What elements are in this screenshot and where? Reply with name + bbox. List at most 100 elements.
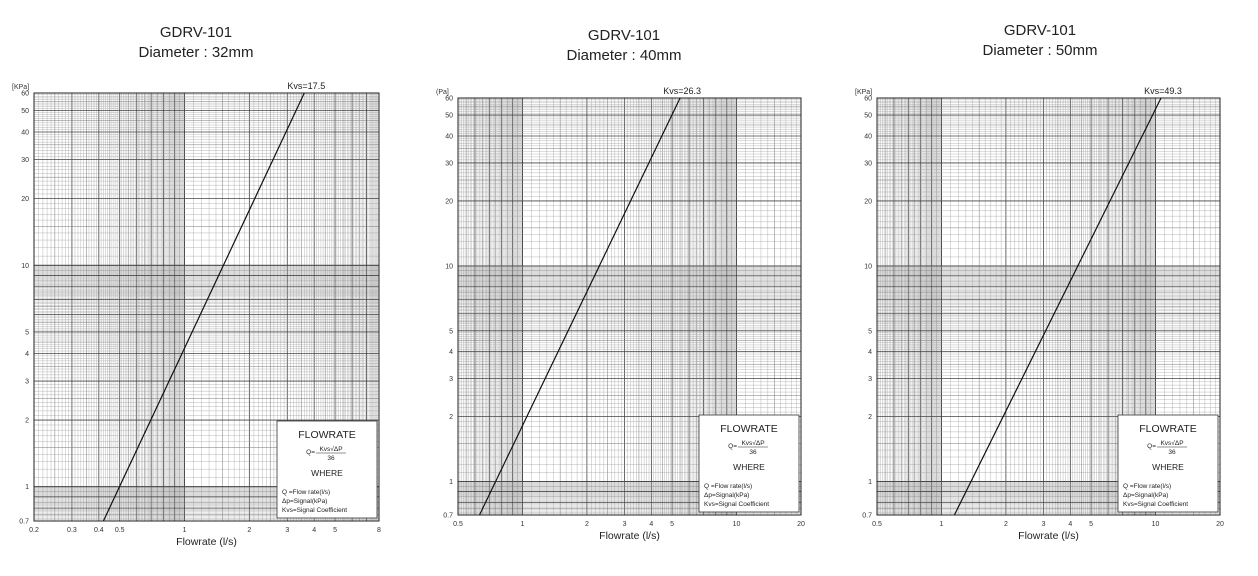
x-tick-label: 1: [520, 521, 524, 528]
y-tick-label: 4: [25, 351, 29, 358]
x-tick-label: 2: [585, 521, 589, 528]
legend-definition: Δp=Signal(kPa): [1123, 492, 1168, 499]
legend-formula-numerator: Kvs√ΔP: [1160, 439, 1183, 447]
y-tick-label: 20: [864, 198, 872, 205]
y-tick-label: 60: [445, 96, 453, 103]
y-tick-label: 1: [25, 484, 29, 491]
series-label: Kvs=49.3: [1144, 86, 1182, 96]
legend-frame: [276, 420, 378, 519]
x-axis-label: Flowrate (l/s): [599, 530, 660, 542]
legend-definition: Kvs=Signal Coefficient: [1123, 501, 1188, 508]
y-tick-label: 10: [864, 263, 872, 270]
y-tick-label: 2: [868, 414, 872, 421]
legend-definition: Q =Flow rate(l/s): [704, 483, 752, 490]
y-tick-label: 0.7: [19, 519, 29, 526]
y-tick-label: 50: [445, 113, 453, 120]
x-tick-label: 20: [1216, 521, 1224, 528]
y-tick-label: 60: [864, 96, 872, 103]
legend-frame: [698, 414, 800, 513]
y-tick-label: 0.7: [443, 513, 453, 520]
legend-title: FLOWRATE: [298, 429, 356, 441]
y-tick-label: 3: [449, 376, 453, 383]
legend-title: FLOWRATE: [1139, 423, 1197, 435]
y-tick-label: 3: [25, 379, 29, 386]
legend-definition: Q =Flow rate(l/s): [282, 489, 330, 496]
series-label: Kvs=26.3: [663, 86, 701, 96]
legend-definition: Kvs=Signal Coefficient: [282, 507, 347, 514]
legend-where: WHERE: [733, 462, 765, 472]
x-tick-label: 5: [333, 527, 337, 534]
y-unit-label: (Pa]: [436, 89, 449, 96]
x-tick-label: 5: [670, 521, 674, 528]
y-tick-label: 10: [445, 263, 453, 270]
legend-box: FLOWRATE Q= Kvs√ΔP 36 WHERE Q =Flow rate(l/s)…: [698, 414, 800, 513]
legend-definition: Q =Flow rate(l/s): [1123, 483, 1171, 490]
series-line: [953, 97, 1162, 516]
x-tick-label: 20: [797, 521, 805, 528]
y-tick-label: 60: [21, 91, 29, 98]
x-tick-label: 0.5: [115, 527, 125, 534]
y-tick-label: 40: [21, 129, 29, 136]
y-tick-label: 5: [25, 329, 29, 336]
x-tick-label: 3: [1042, 521, 1046, 528]
chart-title: GDRV-101: [160, 24, 232, 41]
legend-formula-denominator: 36: [1168, 449, 1176, 456]
y-tick-label: 40: [445, 133, 453, 140]
legend-where: WHERE: [1152, 462, 1184, 472]
y-tick-label: 50: [864, 113, 872, 120]
y-tick-label: 20: [445, 198, 453, 205]
legend-formula-numerator: Kvs√ΔP: [319, 445, 342, 453]
chart-subtitle: Diameter : 50mm: [982, 42, 1097, 59]
y-tick-label: 40: [864, 133, 872, 140]
x-tick-label: 0.2: [29, 527, 39, 534]
legend-formula-denominator: 36: [749, 449, 757, 456]
y-unit-label: [KPa]: [855, 89, 872, 96]
legend-formula-q: Q=: [306, 449, 315, 456]
chart-title: GDRV-101: [588, 27, 660, 44]
y-tick-label: 30: [21, 157, 29, 164]
plot-frame: [33, 92, 380, 522]
legend-definition: Δp=Signal(kPa): [704, 492, 749, 499]
x-tick-label: 4: [312, 527, 316, 534]
y-tick-label: 20: [21, 196, 29, 203]
y-tick-label: 50: [21, 108, 29, 115]
y-tick-label: 30: [864, 160, 872, 167]
x-axis-label: Flowrate (l/s): [176, 536, 237, 548]
x-tick-label: 0.3: [67, 527, 77, 534]
x-tick-label: 8: [377, 527, 381, 534]
x-tick-label: 0.5: [872, 521, 882, 528]
y-tick-label: 2: [25, 418, 29, 425]
legend-definition: Kvs=Signal Coefficient: [704, 501, 769, 508]
y-tick-label: 30: [445, 160, 453, 167]
legend-box: FLOWRATE Q= Kvs√ΔP 36 WHERE Q =Flow rate(l/s)…: [276, 420, 378, 519]
legend-where: WHERE: [311, 468, 343, 478]
x-tick-label: 3: [285, 527, 289, 534]
series-label: Kvs=17.5: [287, 81, 325, 91]
series-line: [478, 97, 681, 516]
series-line: [102, 92, 305, 522]
y-unit-label: [KPa]: [12, 84, 29, 91]
legend-frame: [1117, 414, 1219, 513]
chart-subtitle: Diameter : 40mm: [566, 47, 681, 64]
x-tick-label: 5: [1089, 521, 1093, 528]
y-tick-label: 4: [868, 349, 872, 356]
x-tick-label: 0.5: [453, 521, 463, 528]
x-tick-label: 1: [183, 527, 187, 534]
y-tick-label: 3: [868, 376, 872, 383]
y-tick-label: 2: [449, 414, 453, 421]
x-axis-label: Flowrate (l/s): [1018, 530, 1079, 542]
legend-formula-numerator: Kvs√ΔP: [741, 439, 764, 447]
y-tick-label: 1: [868, 479, 872, 486]
x-tick-label: 3: [623, 521, 627, 528]
legend-formula-q: Q=: [728, 443, 737, 450]
x-tick-label: 10: [1152, 521, 1160, 528]
plot-frame: [457, 97, 802, 516]
x-tick-label: 4: [649, 521, 653, 528]
x-tick-label: 1: [939, 521, 943, 528]
legend-definition: Δp=Signal(kPa): [282, 498, 327, 505]
y-tick-label: 0.7: [862, 513, 872, 520]
y-tick-label: 5: [449, 328, 453, 335]
